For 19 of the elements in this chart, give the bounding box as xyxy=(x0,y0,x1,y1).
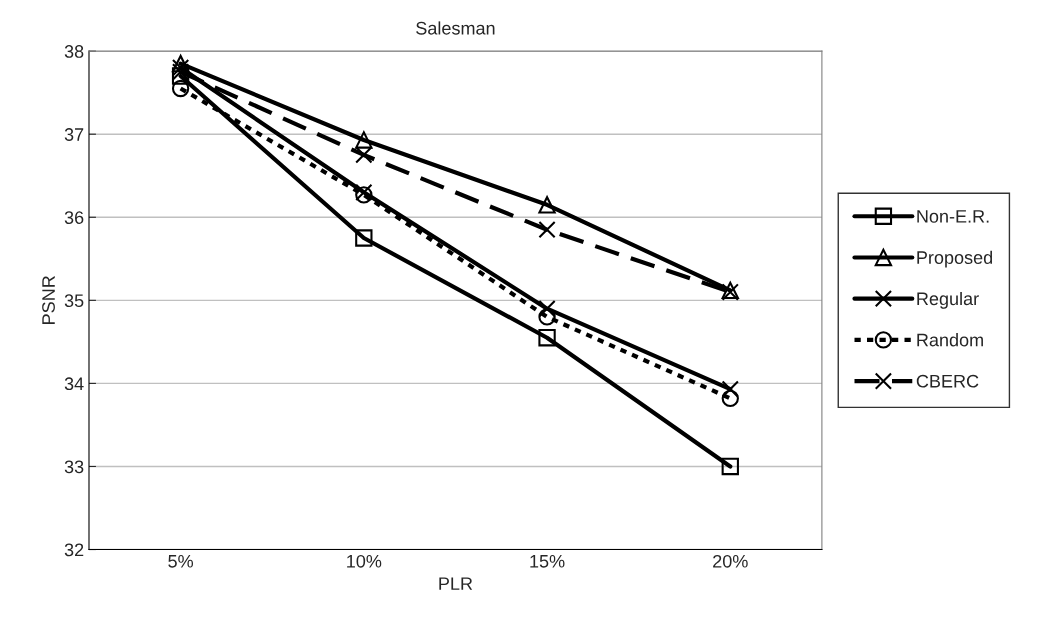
y-tick-label: 35 xyxy=(64,294,84,308)
legend-label: CBERC xyxy=(916,374,979,388)
x-axis-title: PLR xyxy=(439,577,473,590)
y-tick-label: 36 xyxy=(64,211,84,224)
legend-label: Non-E.R. xyxy=(917,210,989,223)
x-tick-label: 5% xyxy=(168,554,194,568)
legend-label: Random xyxy=(917,333,983,347)
legend-label: Proposed xyxy=(917,250,993,268)
y-tick-label: 32 xyxy=(64,543,84,557)
x-tick-label: 10% xyxy=(347,554,382,568)
y-tick-label: 37 xyxy=(64,128,84,141)
x-tick-label: 15% xyxy=(530,554,565,568)
legend-label: Regular xyxy=(917,291,979,309)
chart-title: Salesman xyxy=(416,21,495,35)
y-tick-label: 38 xyxy=(64,45,84,58)
y-tick-label: 34 xyxy=(64,377,84,391)
y-tick-label: 33 xyxy=(64,460,84,474)
y-axis-title: PSNR xyxy=(42,276,55,324)
x-tick-label: 20% xyxy=(713,554,748,568)
